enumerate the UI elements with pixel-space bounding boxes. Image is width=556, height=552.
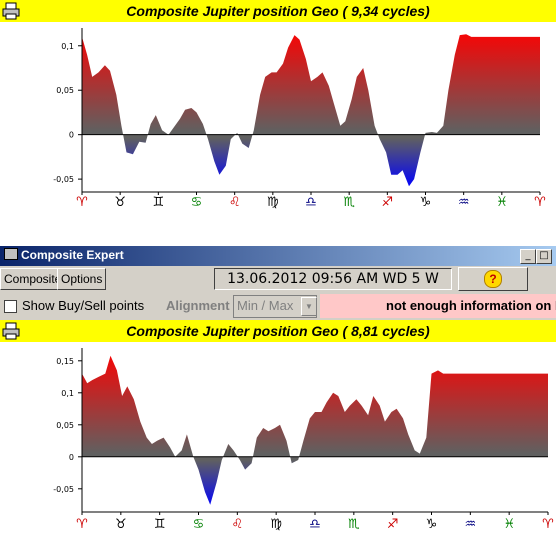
chevron-down-icon[interactable]: ▼	[301, 297, 317, 316]
x-tick-label: ♌	[229, 195, 241, 210]
question-icon[interactable]: ?	[484, 270, 502, 288]
y-tick-label: 0,1	[61, 42, 74, 51]
area-series	[82, 34, 540, 187]
x-tick-label: ♍	[267, 195, 279, 210]
x-tick-label: ♐	[382, 195, 394, 210]
x-tick-label: ♎	[309, 517, 321, 532]
y-tick-label: 0	[69, 453, 74, 462]
window-title-text: Composite Expert	[21, 248, 124, 262]
area-series	[82, 355, 548, 505]
tab-composite[interactable]: Composite	[0, 268, 66, 290]
x-tick-label: ♋	[193, 517, 205, 532]
y-tick-label: -0,05	[53, 175, 74, 184]
x-tick-label: ♍	[270, 517, 282, 532]
x-tick-label: ♑	[420, 195, 432, 210]
x-tick-label: ♓	[503, 517, 515, 532]
y-tick-label: 0,15	[56, 357, 74, 366]
info-message: not enough information on B	[386, 298, 556, 313]
chart-2-plot: 0,15 0,1 0,05 0 -0,05 ♈ ♉ ♊ ♋ ♌ ♍ ♎ ♏ ♐ ♑ ♒ ♓ ♈	[53, 348, 554, 532]
info-box	[320, 294, 556, 318]
tab-options[interactable]: Options	[57, 268, 107, 290]
x-tick-label: ♈	[76, 517, 88, 532]
x-tick-label: ♌	[232, 517, 244, 532]
printer-icon[interactable]	[2, 322, 20, 340]
x-tick-label: ♈	[534, 195, 546, 210]
x-tick-label: ♈	[76, 195, 88, 210]
x-tick-label: ♐	[387, 517, 399, 532]
chart-1-plot: 0,1 0,05 0 -0,05 ♈ ♉ ♊ ♋ ♌ ♍ ♎ ♏ ♐ ♑ ♒ ♓ ♈	[53, 28, 546, 210]
y-tick-label: 0,05	[56, 421, 74, 430]
y-tick-label: -0,05	[53, 485, 74, 494]
date-display: 13.06.2012 09:56 AM WD 5 W	[214, 268, 452, 290]
show-buy-sell-checkbox[interactable]	[4, 300, 17, 313]
show-buy-sell-label: Show Buy/Sell points	[22, 298, 145, 313]
x-tick-label: ♉	[114, 195, 126, 210]
maximize-button[interactable]: □	[536, 249, 552, 264]
x-tick-label: ♏	[348, 517, 360, 532]
alignment-select-value: Min / Max	[237, 298, 294, 313]
x-tick-label: ♎	[305, 195, 317, 210]
minimize-button[interactable]: _	[520, 249, 536, 264]
x-tick-label: ♓	[496, 195, 508, 210]
chart-1-title: Composite Jupiter position Geo ( 9,34 cy…	[126, 3, 430, 19]
window-title: Composite Expert	[4, 248, 124, 262]
x-tick-label: ♊	[153, 195, 165, 210]
x-tick-label: ♋	[191, 195, 203, 210]
chart-2-title-bar	[0, 320, 556, 342]
alignment-label: Alignment	[166, 298, 230, 313]
chart-2-title: Composite Jupiter position Geo ( 8,81 cy…	[126, 323, 430, 339]
x-tick-label: ♒	[465, 517, 477, 532]
x-tick-label: ♊	[154, 517, 166, 532]
y-tick-label: 0	[69, 131, 74, 140]
y-tick-label: 0,05	[56, 86, 74, 95]
printer-icon[interactable]	[2, 2, 20, 20]
x-tick-label: ♏	[343, 195, 355, 210]
x-tick-label: ♈	[542, 517, 554, 532]
app-icon	[4, 248, 18, 260]
chart-1-title-bar	[0, 0, 556, 22]
y-tick-label: 0,1	[61, 389, 74, 398]
x-tick-label: ♒	[458, 195, 470, 210]
x-tick-label: ♑	[426, 517, 438, 532]
window-title-bar	[0, 246, 556, 266]
x-tick-label: ♉	[115, 517, 127, 532]
